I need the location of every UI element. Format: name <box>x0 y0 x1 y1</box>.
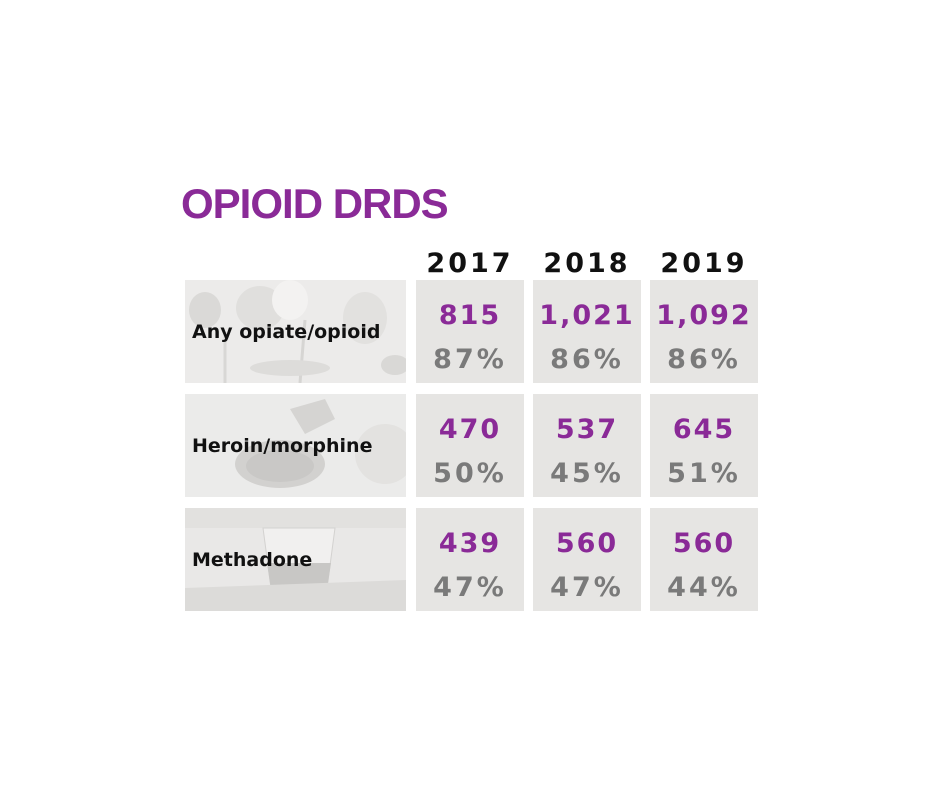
percent-value: 47% <box>433 572 507 603</box>
value-cell: 560 47% <box>533 508 641 611</box>
value-cell: 537 45% <box>533 394 641 497</box>
percent-value: 44% <box>667 572 741 603</box>
row-label-cell-methadone: Methadone <box>185 508 406 611</box>
percent-value: 47% <box>550 572 624 603</box>
value-cell: 1,021 86% <box>533 280 641 383</box>
count-value: 560 <box>555 528 619 559</box>
count-value: 537 <box>555 414 619 445</box>
value-cell: 645 51% <box>650 394 758 497</box>
percent-value: 86% <box>550 344 624 375</box>
count-value: 560 <box>672 528 736 559</box>
percent-value: 87% <box>433 344 507 375</box>
row-label-any-opioid: Any opiate/opioid <box>192 320 381 343</box>
row-label-cell-any-opioid: Any opiate/opioid <box>185 280 406 383</box>
count-value: 1,092 <box>656 300 752 331</box>
row-label-methadone: Methadone <box>192 548 313 571</box>
methadone-cup-photo <box>185 508 406 611</box>
value-cell: 815 87% <box>416 280 524 383</box>
count-value: 470 <box>438 414 502 445</box>
column-header-2019: 2019 <box>660 248 748 279</box>
count-value: 1,021 <box>539 300 635 331</box>
column-header-2018: 2018 <box>543 248 631 279</box>
poppy-heads-photo <box>185 280 406 383</box>
heroin-spoon-photo <box>185 394 406 497</box>
percent-value: 51% <box>667 458 741 489</box>
value-cell: 470 50% <box>416 394 524 497</box>
row-label-cell-heroin-morphine: Heroin/morphine <box>185 394 406 497</box>
column-header-2017: 2017 <box>426 248 514 279</box>
row-label-heroin-morphine: Heroin/morphine <box>192 434 373 457</box>
value-cell: 1,092 86% <box>650 280 758 383</box>
count-value: 645 <box>672 414 736 445</box>
percent-value: 45% <box>550 458 624 489</box>
count-value: 815 <box>438 300 502 331</box>
page-title: OPIOID DRDS <box>181 180 449 227</box>
count-value: 439 <box>438 528 502 559</box>
value-cell: 560 44% <box>650 508 758 611</box>
percent-value: 86% <box>667 344 741 375</box>
value-cell: 439 47% <box>416 508 524 611</box>
percent-value: 50% <box>433 458 507 489</box>
